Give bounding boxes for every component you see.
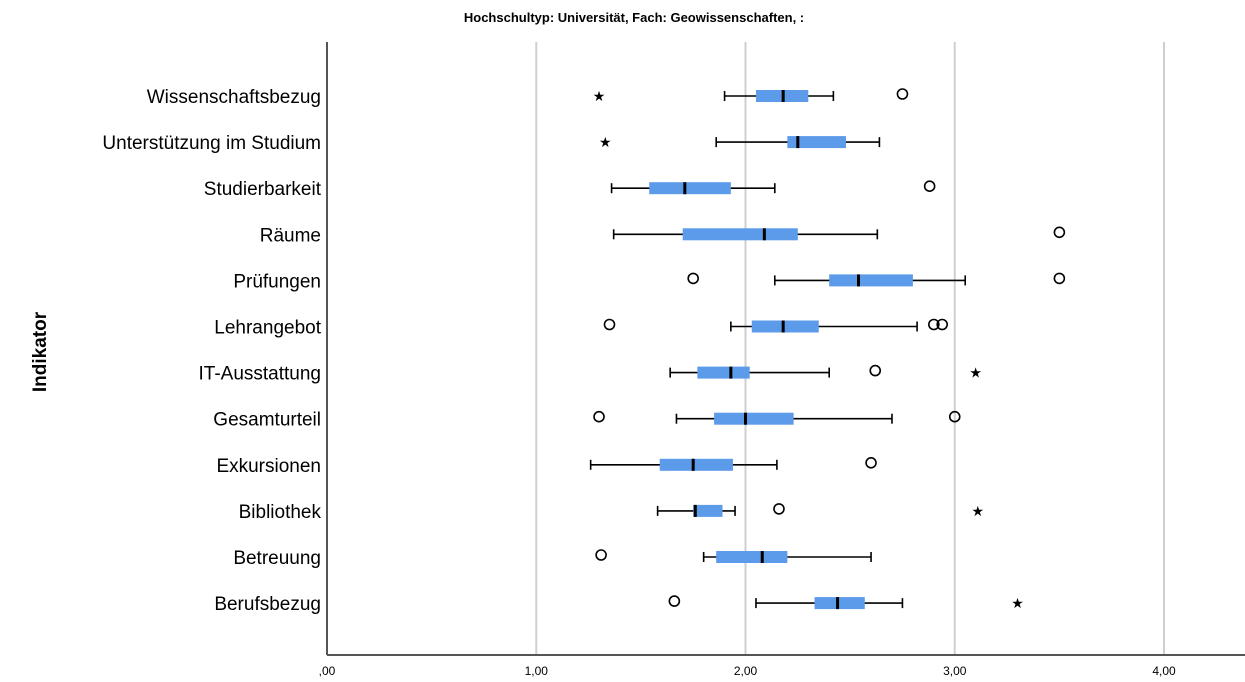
extreme-point: ★ — [969, 366, 982, 382]
category-label: Gesamturteil — [213, 410, 321, 431]
box-iqr — [787, 136, 846, 149]
category-label: Betreuung — [233, 548, 321, 569]
outlier-point — [928, 318, 940, 331]
outlier-point — [773, 503, 785, 515]
box-series: ★ ★ ★ ★ ★ — [589, 88, 1066, 612]
category-label: Prüfungen — [233, 271, 321, 292]
outlier-point — [923, 180, 936, 192]
box-group — [612, 226, 1066, 241]
box-iqr — [714, 412, 794, 425]
category-label: Berufsbezug — [214, 594, 321, 615]
category-label: Lehrangebot — [214, 318, 321, 339]
box-group: ★ — [668, 595, 1024, 612]
x-tick-label: 3,00 — [943, 664, 967, 678]
x-tick-label: ,00 — [319, 664, 336, 678]
y-axis-label: Indikator — [30, 311, 51, 392]
outlier-point — [936, 318, 948, 331]
extreme-point: ★ — [1011, 596, 1024, 612]
extreme-point: ★ — [593, 89, 606, 105]
extreme-point: ★ — [599, 135, 612, 151]
box-group — [595, 549, 872, 563]
box-group — [589, 456, 877, 471]
box-iqr — [814, 597, 865, 610]
box-iqr — [693, 504, 723, 517]
category-label: Unterstützung im Studium — [102, 133, 321, 154]
box-group — [687, 272, 1066, 287]
x-tick-labels: ,00 1,00 2,00 3,00 4,00 — [319, 664, 1176, 678]
outlier-point — [593, 410, 605, 423]
category-label: Räume — [260, 225, 321, 246]
box-group: ★ — [669, 364, 982, 382]
box-group — [610, 180, 936, 195]
category-label: Studierbarkeit — [204, 179, 322, 200]
outlier-point — [687, 272, 699, 285]
category-label: Wissenschaftsbezug — [147, 87, 321, 108]
extreme-point: ★ — [971, 504, 984, 520]
grid-lines — [535, 42, 1165, 655]
box-iqr — [716, 551, 788, 563]
category-label: Bibliothek — [239, 502, 322, 523]
outlier-point — [603, 318, 616, 331]
chart-title: Hochschultyp: Universität, Fach: Geowiss… — [464, 10, 804, 25]
outlier-point — [869, 364, 882, 377]
outlier-point — [865, 456, 877, 469]
box-group: ★ — [593, 88, 909, 105]
box-group — [603, 318, 948, 333]
x-tick-label: 4,00 — [1152, 664, 1176, 678]
x-tick-label: 1,00 — [525, 664, 549, 678]
box-group: ★ — [656, 503, 984, 520]
outlier-point — [896, 88, 909, 100]
outlier-point — [948, 410, 961, 423]
category-labels: Wissenschaftsbezug Unterstützung im Studi… — [102, 87, 321, 615]
box-iqr — [751, 320, 819, 333]
box-iqr — [829, 274, 913, 287]
box-iqr — [682, 228, 798, 241]
outlier-point — [1053, 226, 1066, 239]
outlier-point — [1053, 272, 1066, 285]
outlier-point — [595, 549, 607, 561]
outlier-point — [668, 595, 681, 607]
box-group: ★ — [599, 135, 881, 151]
category-label: IT-Ausstattung — [198, 364, 321, 385]
box-iqr — [659, 458, 733, 471]
axes — [326, 42, 1245, 656]
box-iqr — [697, 366, 750, 379]
category-label: Exkursionen — [216, 456, 321, 477]
box-iqr — [649, 182, 731, 195]
box-group — [593, 410, 961, 425]
x-tick-label: 2,00 — [734, 664, 758, 678]
